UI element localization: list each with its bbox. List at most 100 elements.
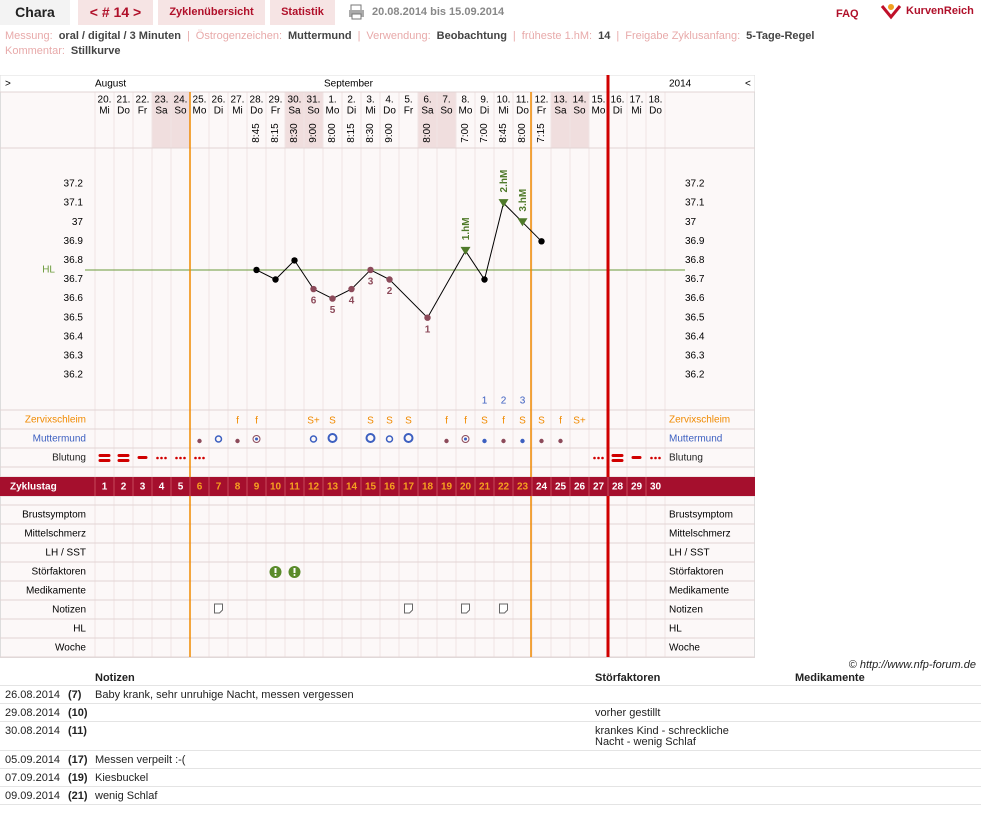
time: 8:15 <box>346 123 357 143</box>
y-tick-label: 36.4 <box>64 331 84 342</box>
tab[interactable]: Zyklenübersicht <box>158 0 265 25</box>
weekday: Fr <box>138 106 148 117</box>
y-tick-label: 36.7 <box>64 274 84 285</box>
cycle-day-ref: (17) <box>68 754 88 766</box>
mucus: f <box>255 416 258 427</box>
bleeding <box>611 459 624 462</box>
date: 07.09.2014 <box>5 772 61 784</box>
nav-left[interactable]: > <box>5 79 11 90</box>
cervix-symbol <box>520 438 525 444</box>
cycle-day: 26 <box>574 482 586 493</box>
day: 21. <box>117 95 131 106</box>
high-marker: 2.hM <box>499 170 510 193</box>
day: 10. <box>497 95 511 106</box>
tab[interactable]: Statistik <box>270 0 335 25</box>
mucus: S <box>519 416 526 427</box>
period: 20.08.2014 bis 15.09.2014 <box>372 6 505 18</box>
day: 22. <box>136 95 150 106</box>
disturbance-icon <box>293 568 296 573</box>
time: 9:00 <box>384 123 395 143</box>
nav-right[interactable]: < <box>745 79 751 90</box>
bleeding <box>175 456 178 460</box>
disturbance-icon <box>274 574 277 576</box>
weekend-shade <box>152 92 171 148</box>
table-row: 30.08.2014 (11) krankes Kind - schrecklich… <box>0 722 981 751</box>
info-line: Kommentar: Stillkurve <box>5 45 980 57</box>
separator: | <box>186 30 190 42</box>
info-value: Beobachtung <box>436 30 507 42</box>
cervix-symbol <box>327 433 338 443</box>
bleeding <box>631 456 642 459</box>
cycle-day: 8 <box>235 482 241 493</box>
high-marker: 3.hM <box>518 189 529 212</box>
cycle-day: 24 <box>536 482 548 493</box>
cycle-bar <box>0 477 755 496</box>
date: 30.08.2014 <box>5 725 61 737</box>
brand[interactable]: KurvenReich <box>906 5 974 17</box>
cycle-day: 27 <box>593 482 605 493</box>
note: Baby krank, sehr unruhige Nacht, messen … <box>95 689 354 701</box>
point <box>386 276 393 283</box>
info-label: Freigabe Zyklusanfang: <box>625 30 741 42</box>
weekday: So <box>174 106 187 117</box>
day: 5. <box>404 95 412 106</box>
y-tick-label: 36.2 <box>685 370 705 381</box>
day: 24. <box>174 95 188 106</box>
print-icon[interactable] <box>348 4 366 20</box>
info-label: früheste 1.hM: <box>521 30 593 42</box>
bleeding <box>593 456 596 460</box>
point <box>424 314 431 321</box>
info-label: Messung: <box>5 30 53 42</box>
disturbance-icon <box>274 568 277 573</box>
cycle-day: 21 <box>479 482 491 493</box>
row-label: Zervixschleim <box>669 415 730 426</box>
cycle-label: Zyklustag <box>10 482 57 493</box>
cycle-nav[interactable]: < # 14 > <box>78 0 153 25</box>
high-point <box>517 218 528 227</box>
cycle-day: 3 <box>140 482 146 493</box>
cycle-day: 4 <box>159 482 165 493</box>
mucus-count: 3 <box>520 396 526 407</box>
separator: | <box>512 30 516 42</box>
cervix-symbol <box>365 433 376 443</box>
bleeding <box>650 456 653 460</box>
weekday: Mo <box>592 106 606 117</box>
cycle-day: 25 <box>555 482 567 493</box>
cycle-day: 7 <box>216 482 222 493</box>
date: 29.08.2014 <box>5 707 61 719</box>
mucus: S <box>481 416 488 427</box>
row-label: Brustsymptom <box>669 510 733 521</box>
faq-link[interactable]: FAQ <box>836 8 859 20</box>
info-value: 14 <box>598 30 611 42</box>
disturbance-icon <box>293 574 296 576</box>
weekday: Mo <box>193 106 207 117</box>
cervix-symbol <box>197 438 202 444</box>
cycle-day: 22 <box>498 482 510 493</box>
info-value: oral / digital / 3 Minuten <box>58 30 181 42</box>
time: 9:00 <box>308 123 319 143</box>
mucus: S+ <box>573 416 586 427</box>
separator: | <box>616 30 620 42</box>
y-tick-label: 37.1 <box>685 198 705 209</box>
row-label: Störfaktoren <box>32 567 86 578</box>
copyright: © http://www.nfp-forum.de <box>848 659 976 671</box>
cycle-day: 11 <box>289 482 300 493</box>
day: 30. <box>288 95 302 106</box>
table-row: 09.09.2014 (21) wenig Schlaf <box>0 787 981 805</box>
cervix-symbol <box>385 435 394 443</box>
mucus-count: 2 <box>501 396 507 407</box>
note: Messen verpeilt :-( <box>95 754 186 766</box>
y-tick-label: 36.3 <box>64 351 84 362</box>
y-tick-label: 37 <box>685 217 697 228</box>
day: 18. <box>649 95 663 106</box>
y-tick-label: 37.1 <box>64 198 84 209</box>
column-header: Medikamente <box>795 672 865 684</box>
bleeding <box>611 454 624 457</box>
row-label: Blutung <box>669 453 703 464</box>
time: 7:00 <box>460 123 471 143</box>
mucus: S <box>329 416 336 427</box>
bleeding <box>601 456 604 460</box>
time: 8:45 <box>498 123 509 143</box>
disturbance: Nacht - wenig Schlaf <box>595 736 696 748</box>
weekend-shade <box>570 92 589 148</box>
